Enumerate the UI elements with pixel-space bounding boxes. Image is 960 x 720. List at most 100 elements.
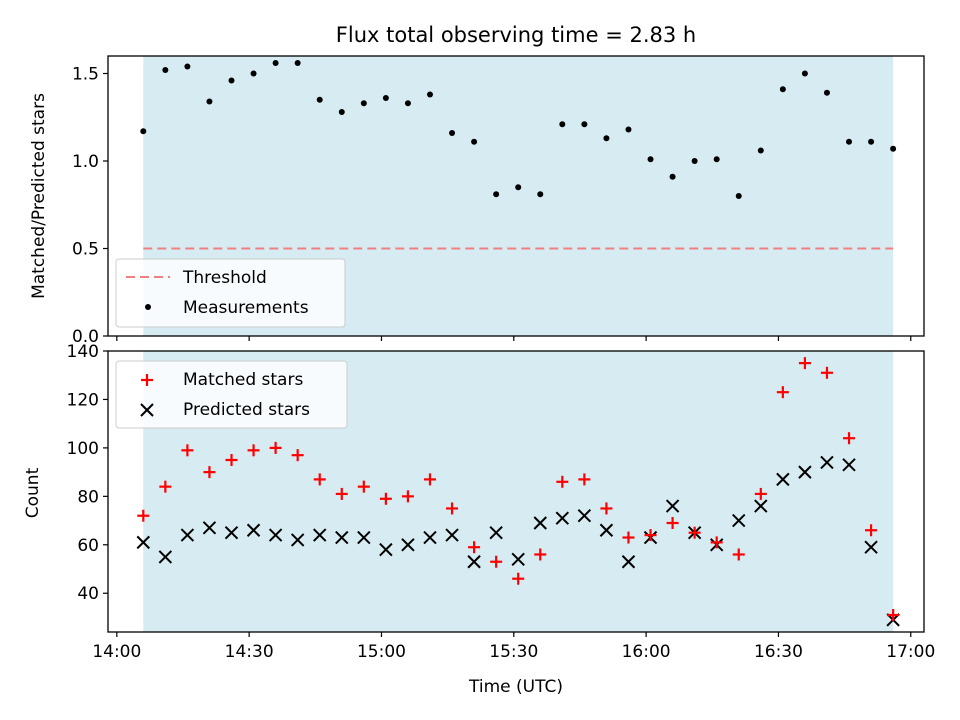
ratio-panel: 0.0 0.5 1.0 1.5 Matched/Predicted stars Thr… — [29, 55, 925, 347]
measurement-point — [426, 91, 433, 98]
predicted-star-point — [401, 538, 415, 552]
matched-star-point — [578, 473, 591, 486]
measurement-point — [669, 173, 676, 180]
measurement-point — [823, 89, 830, 96]
measurement-point — [515, 184, 522, 191]
x-tick-label: 16:30 — [754, 642, 803, 662]
y-tick-label: 80 — [77, 487, 99, 507]
measurement-point — [757, 147, 764, 154]
count-legend-box — [115, 360, 348, 429]
measurement-point — [471, 138, 478, 145]
chart-title: Flux total observing time = 2.83 h — [336, 23, 696, 47]
x-tick-label: 15:00 — [357, 642, 406, 662]
x-tick-label: 14:00 — [92, 642, 141, 662]
predicted-legend-label: Predicted stars — [183, 400, 310, 420]
matched-star-point — [159, 480, 172, 493]
matched-star-point — [379, 492, 392, 505]
measurement-point — [868, 138, 875, 145]
predicted-star-point — [290, 533, 305, 547]
predicted-star-point — [555, 511, 570, 525]
predicted-star-point — [511, 552, 525, 567]
predicted-star-point — [599, 523, 614, 537]
matched-star-point — [776, 386, 789, 399]
measurement-point — [404, 100, 411, 107]
measurements-legend-swatch — [145, 304, 151, 310]
measurement-point — [735, 193, 742, 199]
count-y-axis: 40 60 80 100 120 140 — [67, 342, 108, 604]
matched-star-point — [754, 487, 767, 500]
ratio-x-axis — [116, 336, 912, 341]
matched-star-point — [468, 541, 481, 554]
count-panel: 40 60 80 100 120 140 14:00 14:30 15:00 15:30 16:0… — [23, 342, 935, 697]
predicted-star-point — [313, 528, 327, 542]
y-tick-label: 60 — [77, 536, 99, 556]
matched-star-point — [843, 432, 856, 445]
matched-star-point — [225, 454, 238, 467]
predicted-legend-swatch — [140, 403, 154, 417]
matched-star-point — [732, 548, 745, 561]
matched-star-point — [446, 502, 459, 515]
matched-star-point — [313, 473, 326, 486]
measurement-point — [140, 128, 147, 135]
predicted-star-point — [798, 465, 812, 479]
matched-star-point — [423, 473, 436, 486]
measurement-point — [382, 95, 389, 101]
predicted-star-point — [423, 530, 437, 545]
count-points — [136, 357, 900, 627]
ratio-legend-box — [115, 258, 346, 328]
predicted-star-point — [754, 499, 768, 513]
measurement-point — [581, 121, 588, 128]
y-tick-label: 0.5 — [72, 240, 99, 260]
predicted-star-point — [224, 525, 239, 540]
measurement-point — [537, 191, 544, 198]
matched-legend-marker — [141, 374, 153, 386]
count-x-axis: 14:00 14:30 15:00 15:30 16:00 16:30 17:00 — [92, 632, 935, 662]
matched-star-point — [534, 548, 547, 561]
measurement-point — [603, 135, 610, 142]
matched-legend-label: Matched stars — [183, 370, 303, 390]
x-tick-label: 16:00 — [622, 642, 671, 662]
measurement-point — [691, 158, 698, 164]
y-tick-label: 120 — [67, 390, 99, 410]
measurement-point — [493, 191, 500, 198]
measurements-legend-label: Measurements — [183, 298, 309, 318]
matched-star-point — [887, 609, 900, 622]
predicted-star-point — [820, 455, 834, 470]
matched-star-point — [335, 487, 348, 500]
ratio-legend: Threshold Measurements — [115, 258, 346, 328]
measurement-point — [206, 98, 213, 105]
y-tick-label: 140 — [67, 342, 99, 362]
matched-star-point — [203, 466, 216, 479]
matched-star-point — [357, 480, 370, 493]
y-tick-label: 100 — [67, 439, 99, 459]
predicted-star-point — [335, 530, 349, 545]
matched-star-point — [666, 516, 679, 529]
measurement-point — [647, 156, 654, 163]
y-tick-label: 1.0 — [72, 152, 99, 172]
matched-star-point — [490, 555, 503, 568]
x-tick-label: 17:00 — [886, 642, 935, 662]
x-tick-label: 15:30 — [489, 642, 538, 662]
predicted-star-point — [158, 550, 173, 564]
predicted-star-point — [445, 528, 459, 542]
count-y-axis-label: Count — [23, 467, 43, 518]
predicted-star-point — [842, 458, 856, 472]
measurement-point — [316, 96, 323, 103]
predicted-star-point — [864, 540, 878, 554]
measurement-point — [713, 156, 720, 163]
y-tick-label: 1.5 — [72, 65, 99, 85]
measurement-point — [184, 63, 191, 70]
predicted-star-point — [577, 509, 592, 523]
predicted-star-point — [246, 523, 261, 537]
matched-star-point — [798, 357, 811, 370]
predicted-star-point — [180, 528, 195, 542]
predicted-star-point — [202, 521, 217, 535]
matched-star-point — [644, 529, 657, 542]
predicted-star-point — [621, 555, 636, 569]
measurement-point — [846, 138, 853, 145]
predicted-star-point — [665, 499, 680, 513]
matched-star-point — [401, 490, 414, 503]
measurement-point — [625, 126, 632, 133]
y-tick-label: 0.0 — [72, 327, 99, 347]
